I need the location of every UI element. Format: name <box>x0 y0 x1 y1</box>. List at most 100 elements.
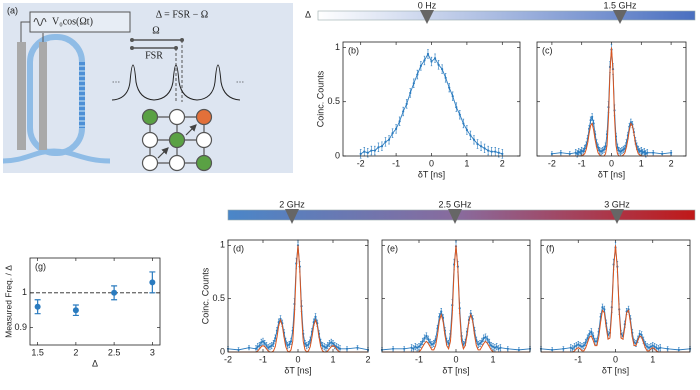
data-point <box>487 149 490 152</box>
x-tick-label: 0 <box>429 158 434 168</box>
x-tick-label: 1 <box>650 354 655 364</box>
sine-symbol <box>33 18 47 26</box>
data-point <box>337 346 340 349</box>
data-point <box>592 122 595 125</box>
data-point <box>476 142 479 146</box>
x-tick-label: 1 <box>490 354 495 364</box>
data-point <box>588 332 591 335</box>
data-point <box>395 127 398 130</box>
data-point <box>602 148 606 151</box>
x-tick-label: 3 <box>150 347 155 357</box>
data-point <box>423 59 426 62</box>
x-tick-label: 2.5 <box>108 347 121 357</box>
data-point <box>584 341 587 344</box>
data-point <box>254 347 258 350</box>
data-point <box>501 152 504 155</box>
delta-marker <box>613 10 627 24</box>
data-point <box>247 346 251 349</box>
data-point <box>425 334 428 338</box>
data-point <box>506 347 509 350</box>
data-point <box>472 138 476 141</box>
x-tick-label: -1 <box>578 158 586 168</box>
data-point <box>429 341 432 344</box>
x-axis-label: δT [ns] <box>284 365 311 375</box>
delta-marker <box>610 209 624 224</box>
panel-label: (d) <box>233 243 244 253</box>
data-point <box>309 339 312 342</box>
data-point <box>403 347 406 350</box>
data-point <box>490 344 493 347</box>
x-tick-label: 1 <box>464 158 469 168</box>
data-point <box>643 150 646 153</box>
delta-bar <box>227 209 696 221</box>
plot-frame <box>540 239 691 353</box>
data-point <box>419 64 422 67</box>
data-point <box>305 344 308 347</box>
x-tick-label: 2 <box>669 158 674 168</box>
data-point <box>666 347 669 350</box>
data-point <box>423 337 426 340</box>
data-point <box>416 73 419 76</box>
data-point <box>265 344 268 347</box>
plot-area <box>30 258 160 345</box>
data-point <box>432 342 435 345</box>
data-point <box>260 341 263 344</box>
data-point <box>469 134 472 137</box>
data-point <box>412 347 415 350</box>
data-point <box>330 341 333 344</box>
data-point <box>289 340 293 343</box>
data-point <box>657 347 660 350</box>
data-line <box>382 245 530 353</box>
delta-marker-label: 2 GHz <box>279 199 305 209</box>
data-point <box>458 113 461 116</box>
data-point <box>551 348 554 351</box>
y-axis-label: Coinc. Counts <box>315 70 325 127</box>
ellipsis: … <box>112 74 121 84</box>
data-point <box>497 347 500 350</box>
x-tick-label: 1.5 <box>31 347 44 357</box>
data-point <box>356 346 359 349</box>
data-point <box>573 345 576 348</box>
data-line <box>228 245 368 353</box>
wire <box>20 21 30 42</box>
x-tick-label: 0 <box>453 354 458 364</box>
data-point <box>455 106 458 109</box>
data-point <box>405 102 408 105</box>
data-point <box>373 149 376 152</box>
hop-arrow <box>185 124 197 136</box>
data-point <box>451 95 454 98</box>
y-tick-label: 1 <box>335 42 340 52</box>
data-point <box>427 338 430 341</box>
data-point <box>649 345 652 348</box>
delta-marker <box>448 209 462 224</box>
equation: Δ = FSR − Ω <box>156 9 208 20</box>
data-point <box>483 147 486 150</box>
x-tick-label: 2 <box>500 158 505 168</box>
panel-label: (f) <box>546 243 555 253</box>
data-point <box>638 332 641 335</box>
y-tick-label: 0.5 <box>212 293 225 303</box>
data-point <box>659 346 662 349</box>
data-point <box>440 310 443 313</box>
y-axis-label: Measured Freq. / Δ <box>3 265 13 338</box>
data-point <box>571 347 574 350</box>
data-point <box>447 342 450 345</box>
data-point <box>580 345 584 348</box>
data-point <box>655 346 658 349</box>
delta-marker-label: 1.5 GHz <box>603 0 637 10</box>
data-point <box>419 343 422 346</box>
data-point <box>478 342 482 345</box>
data-point <box>640 149 643 152</box>
data-point <box>286 344 289 347</box>
data-point <box>593 340 597 343</box>
data-point <box>258 344 261 347</box>
x-axis-label: δT [ns] <box>602 365 629 375</box>
data-point <box>314 315 317 318</box>
data-point <box>582 150 585 153</box>
data-point <box>559 151 562 154</box>
data-line <box>551 47 672 157</box>
plot-frame <box>342 41 521 157</box>
data-point <box>576 152 579 155</box>
data-point <box>670 151 673 154</box>
